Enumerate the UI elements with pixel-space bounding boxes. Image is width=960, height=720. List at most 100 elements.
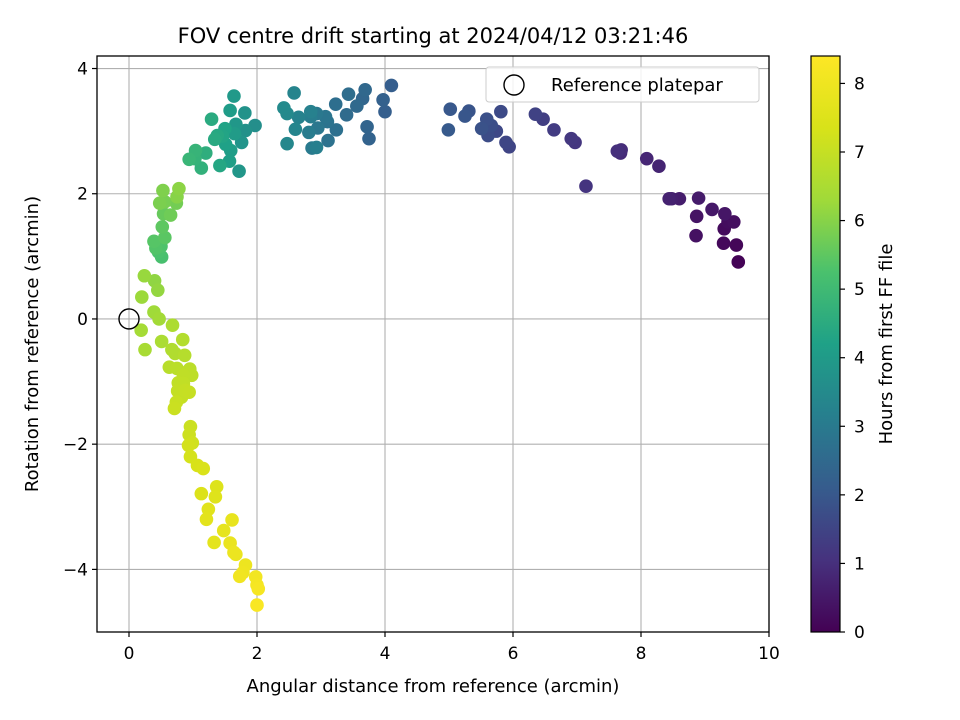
data-point [691, 191, 706, 205]
x-tick-label: 6 [508, 644, 519, 664]
grid-lines [97, 56, 770, 632]
data-point [238, 106, 252, 120]
colorbar-tick-label: 1 [854, 554, 865, 574]
data-point [250, 598, 264, 612]
data-point [163, 208, 178, 222]
data-point [329, 123, 344, 137]
data-point [443, 102, 458, 117]
data-point [494, 104, 508, 119]
data-point [152, 196, 167, 210]
chart-title: FOV centre drift starting at 2024/04/12 … [178, 24, 689, 48]
data-point [213, 158, 227, 173]
colorbar [810, 55, 841, 633]
data-point [288, 122, 303, 137]
data-point [209, 479, 224, 494]
data-point [662, 191, 676, 206]
data-point [155, 220, 170, 234]
data-point [175, 332, 190, 347]
legend-label: Reference platepar [551, 75, 723, 96]
data-point [360, 119, 374, 134]
data-point [727, 215, 741, 229]
x-tick-label: 4 [380, 644, 391, 664]
data-point [232, 569, 247, 584]
data-point [689, 209, 704, 224]
data-point [216, 523, 231, 538]
x-tick-label: 0 [124, 644, 135, 664]
data-point [156, 183, 170, 198]
data-point [287, 86, 301, 100]
data-point [223, 103, 237, 118]
data-point [199, 512, 214, 527]
data-point [441, 123, 456, 137]
legend-marker-icon [503, 74, 525, 96]
data-point [499, 135, 513, 150]
data-point [384, 78, 399, 93]
data-point [705, 202, 719, 217]
data-point [194, 486, 209, 501]
data-point [152, 312, 166, 326]
data-point [378, 104, 392, 119]
data-point [137, 268, 152, 283]
data-point [165, 318, 180, 333]
legend: Reference platepar [485, 66, 760, 103]
data-point [208, 489, 223, 504]
data-point [689, 228, 703, 243]
y-tick-label: 0 [77, 310, 88, 330]
data-point [135, 290, 149, 304]
data-point [718, 206, 732, 221]
data-point [167, 401, 182, 416]
data-point [227, 89, 241, 103]
colorbar-tick-label: 8 [854, 74, 865, 94]
x-axis-ticks: 0 2 4 6 8 10 [124, 632, 780, 664]
data-point [579, 179, 593, 194]
data-point [177, 348, 192, 363]
data-point [172, 181, 186, 196]
data-point [564, 131, 579, 146]
data-point [227, 545, 241, 560]
data-point [181, 438, 196, 453]
data-point [474, 121, 489, 136]
plot-frame [96, 55, 770, 633]
colorbar-tick-label: 3 [854, 417, 865, 437]
data-point [232, 164, 246, 178]
y-axis-label: Rotation from reference (arcmin) [22, 196, 43, 492]
data-point [302, 125, 316, 140]
data-points [134, 78, 746, 612]
data-point [731, 255, 746, 269]
data-point [151, 283, 165, 297]
data-point [610, 144, 625, 158]
colorbar-tick-label: 5 [854, 280, 865, 300]
reference-platepar-marker [118, 308, 140, 330]
data-point [199, 146, 213, 160]
y-tick-label: −4 [63, 560, 88, 580]
y-tick-label: −2 [63, 435, 88, 455]
x-tick-label: 10 [758, 644, 780, 664]
data-point [147, 234, 161, 249]
data-point [358, 83, 372, 97]
x-tick-label: 8 [636, 644, 647, 664]
data-point [362, 131, 376, 146]
data-point [238, 123, 253, 138]
data-point [158, 230, 172, 245]
colorbar-tick-label: 0 [854, 623, 865, 643]
colorbar-ticks: 0 1 2 3 4 5 6 7 8 [840, 74, 865, 643]
data-point [280, 136, 294, 151]
data-point [134, 323, 148, 338]
data-point [729, 238, 744, 252]
data-point [376, 93, 390, 107]
data-point [328, 97, 343, 112]
data-point [182, 152, 196, 167]
colorbar-label: Hours from first FF file [876, 244, 897, 445]
data-point [341, 87, 356, 101]
data-point [350, 99, 364, 113]
data-point [138, 342, 152, 357]
y-tick-label: 2 [77, 185, 88, 205]
data-point [547, 123, 561, 137]
data-point [321, 133, 335, 148]
data-point [528, 107, 543, 122]
data-point [639, 151, 654, 166]
legend-box [485, 66, 760, 103]
colorbar-tick-label: 6 [854, 212, 865, 232]
data-point [207, 535, 221, 550]
